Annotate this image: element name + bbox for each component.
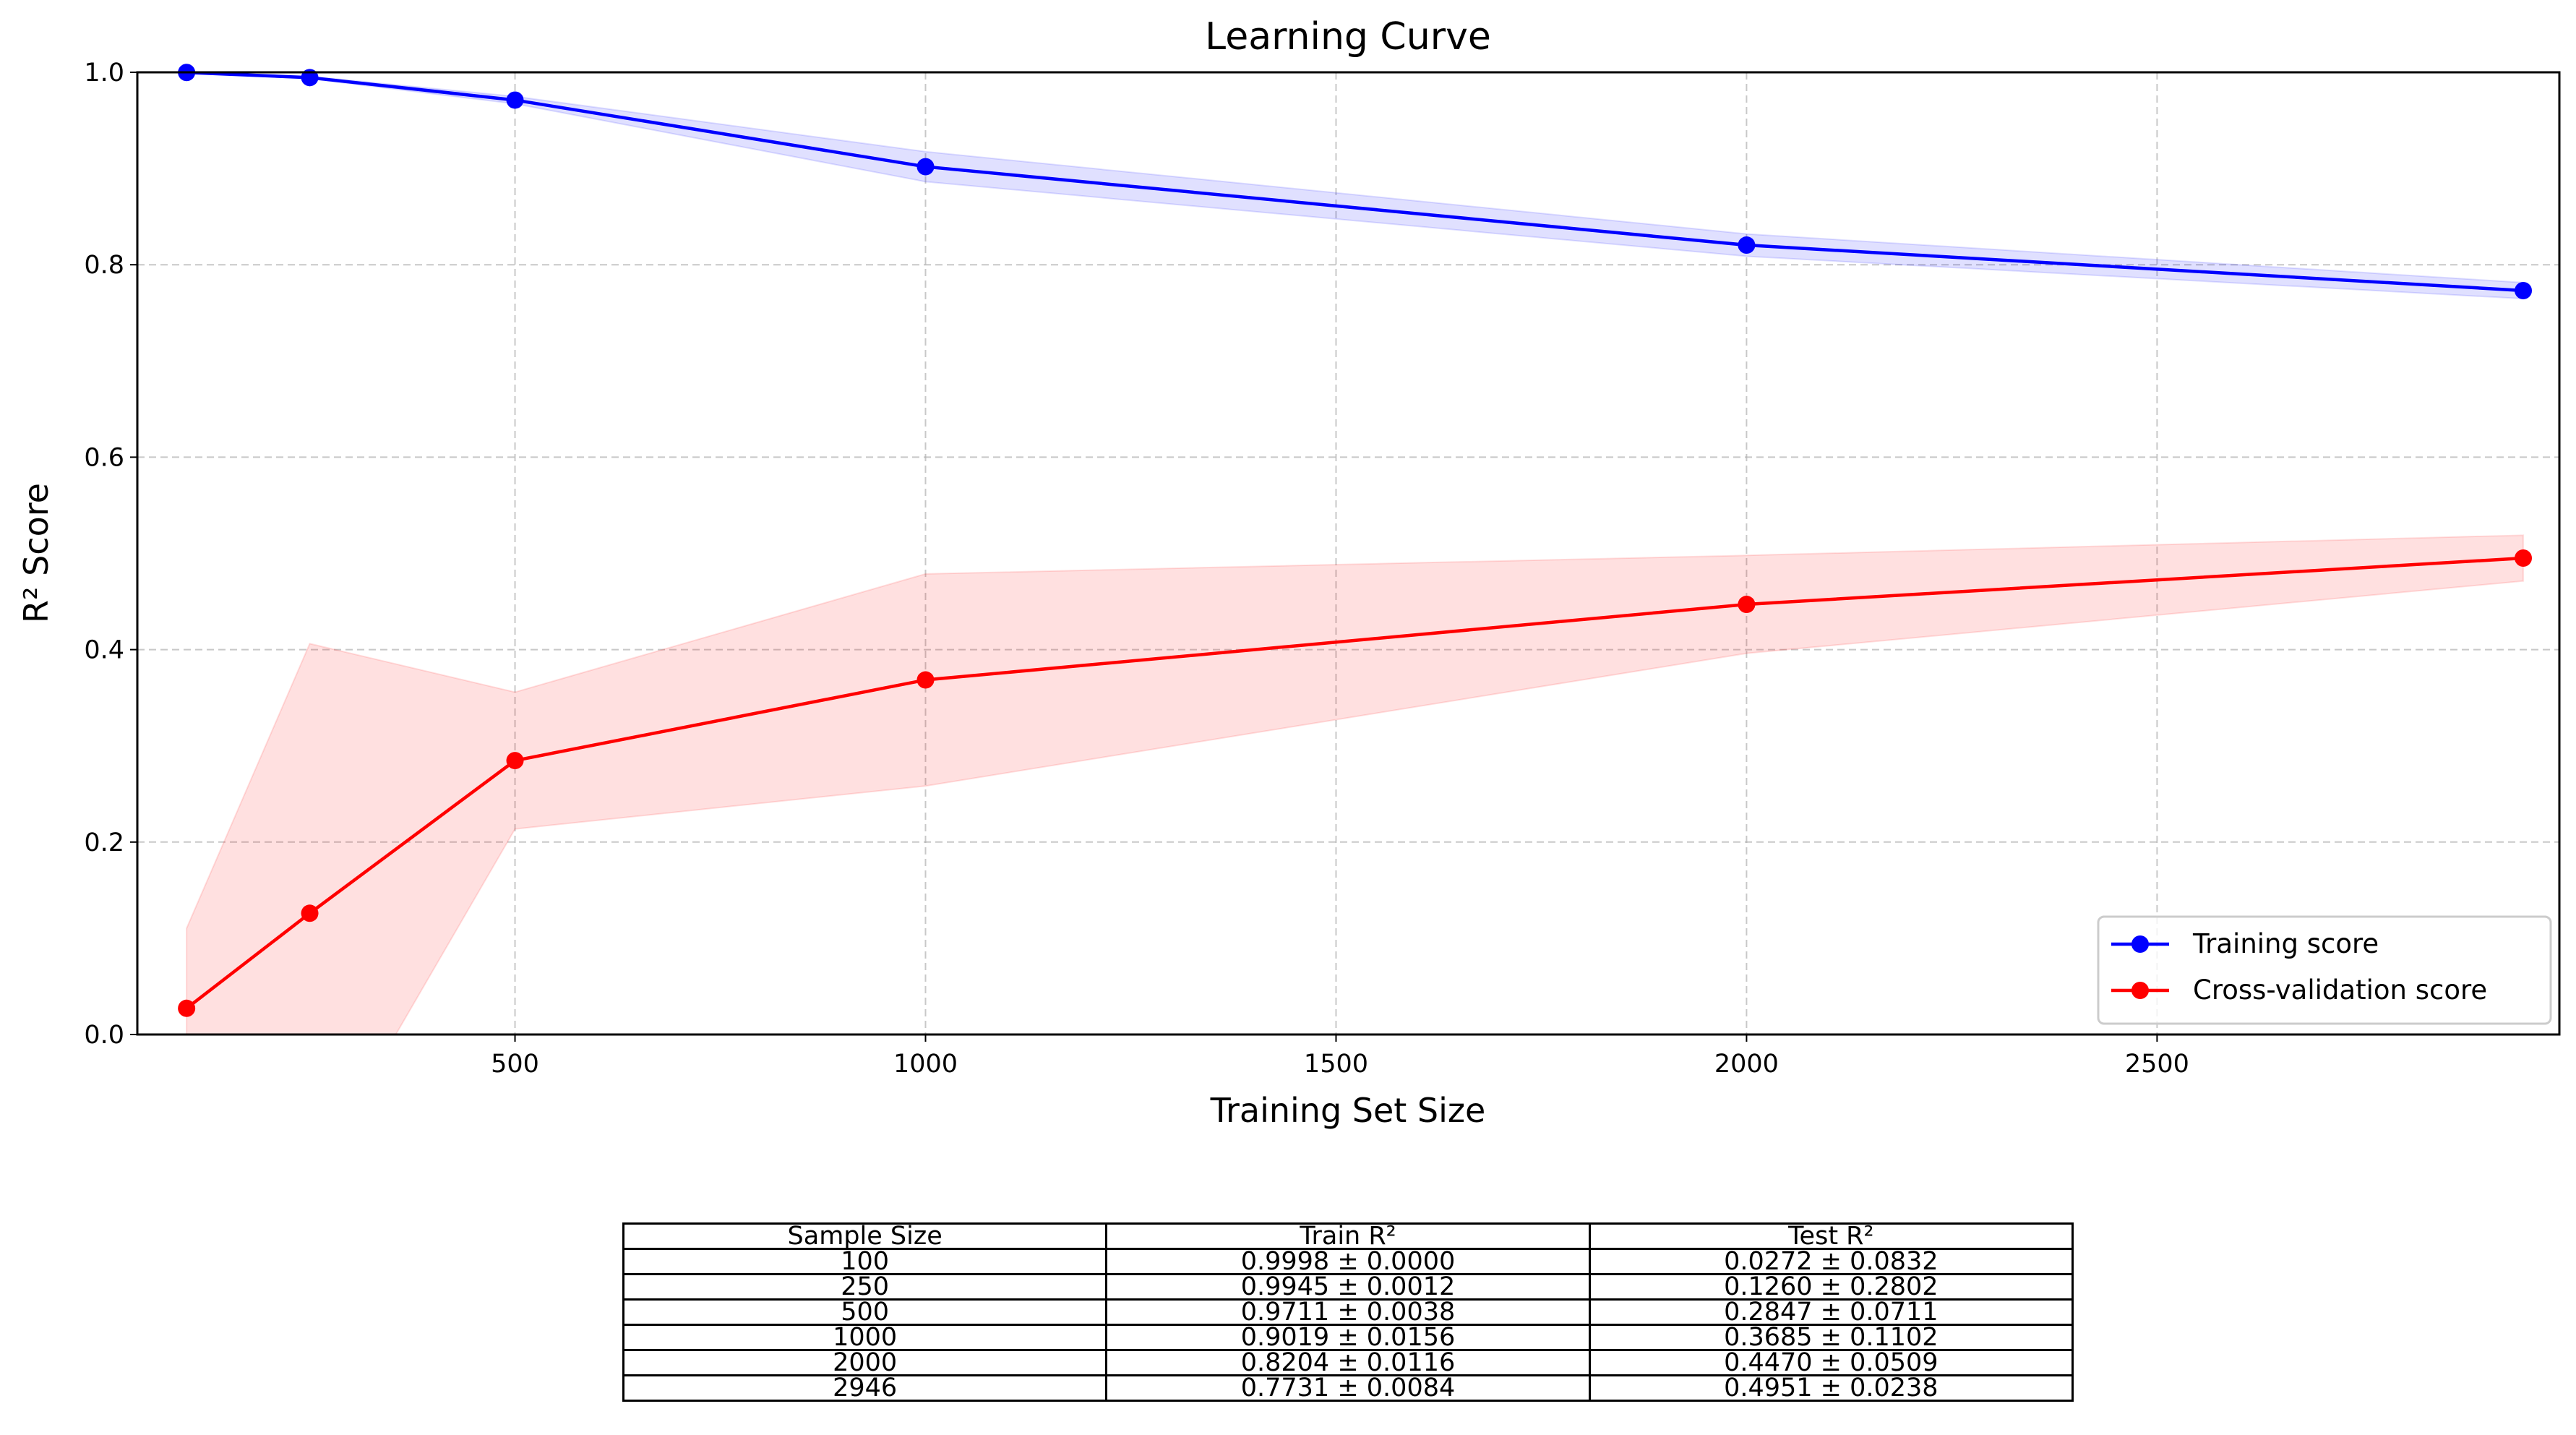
cell-train-r2: 0.7731 ± 0.0084 bbox=[1105, 1374, 1591, 1402]
data-point bbox=[1738, 596, 1756, 614]
header-sample-size: Sample Size bbox=[622, 1222, 1108, 1250]
table-row: 2946 0.7731 ± 0.0084 0.4951 ± 0.0238 bbox=[622, 1374, 2074, 1402]
legend: Training score Cross-validation score bbox=[2097, 915, 2552, 1025]
series-points bbox=[178, 64, 2533, 1017]
table-row: 2000 0.8204 ± 0.0116 0.4470 ± 0.0509 bbox=[622, 1349, 2074, 1376]
cell-test-r2: 0.2847 ± 0.0711 bbox=[1588, 1298, 2074, 1326]
data-point bbox=[1738, 236, 1756, 254]
cell-test-r2: 0.4951 ± 0.0238 bbox=[1588, 1374, 2074, 1402]
legend-label: Cross-validation score bbox=[2193, 974, 2487, 1006]
cell-train-r2: 0.8204 ± 0.0116 bbox=[1105, 1349, 1591, 1376]
y-axis-ticks: 0.0 0.2 0.4 0.6 0.8 1.0 bbox=[84, 59, 137, 1050]
cell-test-r2: 0.3685 ± 0.1102 bbox=[1588, 1324, 2074, 1351]
results-table: Sample Size Train R² Test R² 100 0.9998 … bbox=[622, 1222, 2074, 1402]
cell-train-r2: 0.9711 ± 0.0038 bbox=[1105, 1298, 1591, 1326]
y-tick-label: 0.0 bbox=[84, 1021, 124, 1050]
y-tick-label: 0.6 bbox=[84, 443, 124, 472]
data-point bbox=[301, 904, 319, 922]
results-table-wrapper: Sample Size Train R² Test R² 100 0.9998 … bbox=[622, 1222, 2074, 1402]
header-train-r2: Train R² bbox=[1105, 1222, 1591, 1250]
x-axis-ticks: 500 1000 1500 2000 2500 bbox=[491, 1035, 2189, 1079]
y-tick-label: 0.4 bbox=[84, 636, 124, 665]
std-band-1 bbox=[186, 534, 2525, 1035]
table-row: 250 0.9945 ± 0.0012 0.1260 ± 0.2802 bbox=[622, 1273, 2074, 1301]
cell-train-r2: 0.9945 ± 0.0012 bbox=[1105, 1273, 1591, 1301]
legend-marker bbox=[2131, 935, 2149, 953]
header-test-r2: Test R² bbox=[1588, 1222, 2074, 1250]
data-point bbox=[178, 999, 196, 1017]
data-point bbox=[2515, 549, 2533, 567]
y-axis-label: R² Score bbox=[17, 483, 56, 623]
table-row: 500 0.9711 ± 0.0038 0.2847 ± 0.0711 bbox=[622, 1298, 2074, 1326]
legend-box bbox=[2097, 915, 2552, 1025]
x-tick-label: 1500 bbox=[1304, 1050, 1368, 1079]
y-tick-label: 1.0 bbox=[84, 59, 124, 87]
data-point bbox=[506, 752, 524, 770]
table-header-row: Sample Size Train R² Test R² bbox=[622, 1222, 2074, 1250]
data-point bbox=[2515, 282, 2533, 300]
chart-title: Learning Curve bbox=[1205, 15, 1491, 59]
cell-sample-size: 500 bbox=[622, 1298, 1108, 1326]
plot-frame bbox=[136, 71, 2561, 1036]
table-row: 100 0.9998 ± 0.0000 0.0272 ± 0.0832 bbox=[622, 1248, 2074, 1275]
cell-sample-size: 2946 bbox=[622, 1374, 1108, 1402]
cell-train-r2: 0.9998 ± 0.0000 bbox=[1105, 1248, 1591, 1275]
cell-train-r2: 0.9019 ± 0.0156 bbox=[1105, 1324, 1591, 1351]
cell-test-r2: 0.0272 ± 0.0832 bbox=[1588, 1248, 2074, 1275]
x-axis-label: Training Set Size bbox=[1210, 1091, 1486, 1130]
y-tick-label: 0.2 bbox=[84, 828, 124, 857]
data-point bbox=[916, 671, 935, 689]
cell-test-r2: 0.1260 ± 0.2802 bbox=[1588, 1273, 2074, 1301]
x-tick-label: 1000 bbox=[893, 1050, 958, 1079]
data-point bbox=[506, 91, 524, 109]
data-point bbox=[916, 158, 935, 176]
x-tick-label: 2500 bbox=[2125, 1050, 2189, 1079]
x-tick-label: 2000 bbox=[1714, 1050, 1779, 1079]
series-line-0 bbox=[186, 72, 2524, 293]
series-line-1 bbox=[185, 556, 2524, 1010]
cell-sample-size: 2000 bbox=[622, 1349, 1108, 1376]
cell-sample-size: 250 bbox=[622, 1273, 1108, 1301]
cell-sample-size: 100 bbox=[622, 1248, 1108, 1275]
x-tick-label: 500 bbox=[491, 1050, 539, 1079]
cell-test-r2: 0.4470 ± 0.0509 bbox=[1588, 1349, 2074, 1376]
legend-marker bbox=[2131, 982, 2149, 999]
cell-sample-size: 1000 bbox=[622, 1324, 1108, 1351]
legend-label: Training score bbox=[2192, 928, 2379, 959]
series-lines bbox=[185, 72, 2524, 1010]
table-row: 1000 0.9019 ± 0.0156 0.3685 ± 0.1102 bbox=[622, 1324, 2074, 1351]
y-tick-label: 0.8 bbox=[84, 251, 124, 280]
